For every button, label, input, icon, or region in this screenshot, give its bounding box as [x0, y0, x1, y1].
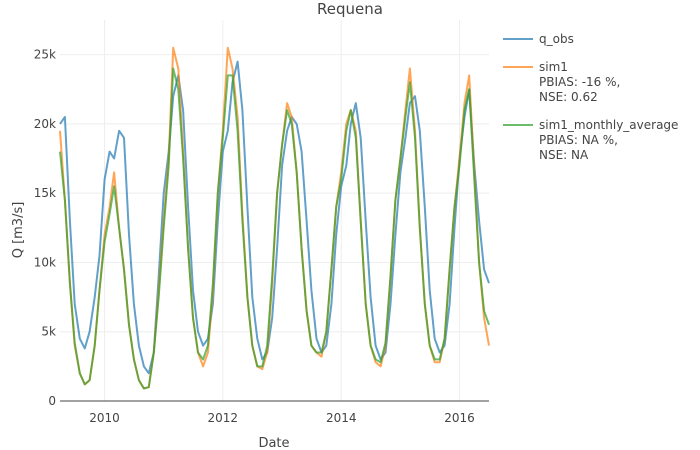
x-tick-label: 2012 [208, 411, 239, 425]
legend-label: PBIAS: -16 %, [539, 75, 620, 89]
legend-label: sim1 [539, 60, 568, 74]
y-tick-label: 0 [48, 394, 56, 408]
legend-label: NSE: NA [539, 148, 589, 162]
y-tick-label: 5k [41, 325, 56, 339]
y-tick-label: 15k [34, 186, 56, 200]
y-tick-label: 10k [34, 255, 56, 269]
legend-label: q_obs [539, 32, 574, 46]
y-tick-label: 20k [34, 117, 56, 131]
y-tick-label: 25k [34, 48, 56, 62]
legend-label: PBIAS: NA %, [539, 133, 618, 147]
y-axis-title: Q [m3/s] [11, 202, 26, 259]
x-tick-label: 2014 [326, 411, 357, 425]
x-axis-title: Date [258, 436, 289, 450]
legend-label: NSE: 0.62 [539, 90, 598, 104]
plot-area [59, 46, 490, 390]
axes: 0 5k 10k 15k 20k 25k 2010 2012 2014 2016 [34, 48, 489, 425]
x-tick-label: 2010 [89, 411, 120, 425]
x-tick-label: 2016 [444, 411, 475, 425]
series-line-q-obs[interactable] [59, 60, 490, 375]
series-line-sim1-monthly-average[interactable] [59, 67, 490, 390]
legend-item-q-obs[interactable]: q_obs [503, 32, 574, 46]
chart-title: Requena [317, 0, 383, 18]
legend-label: sim1_monthly_average [539, 118, 678, 132]
